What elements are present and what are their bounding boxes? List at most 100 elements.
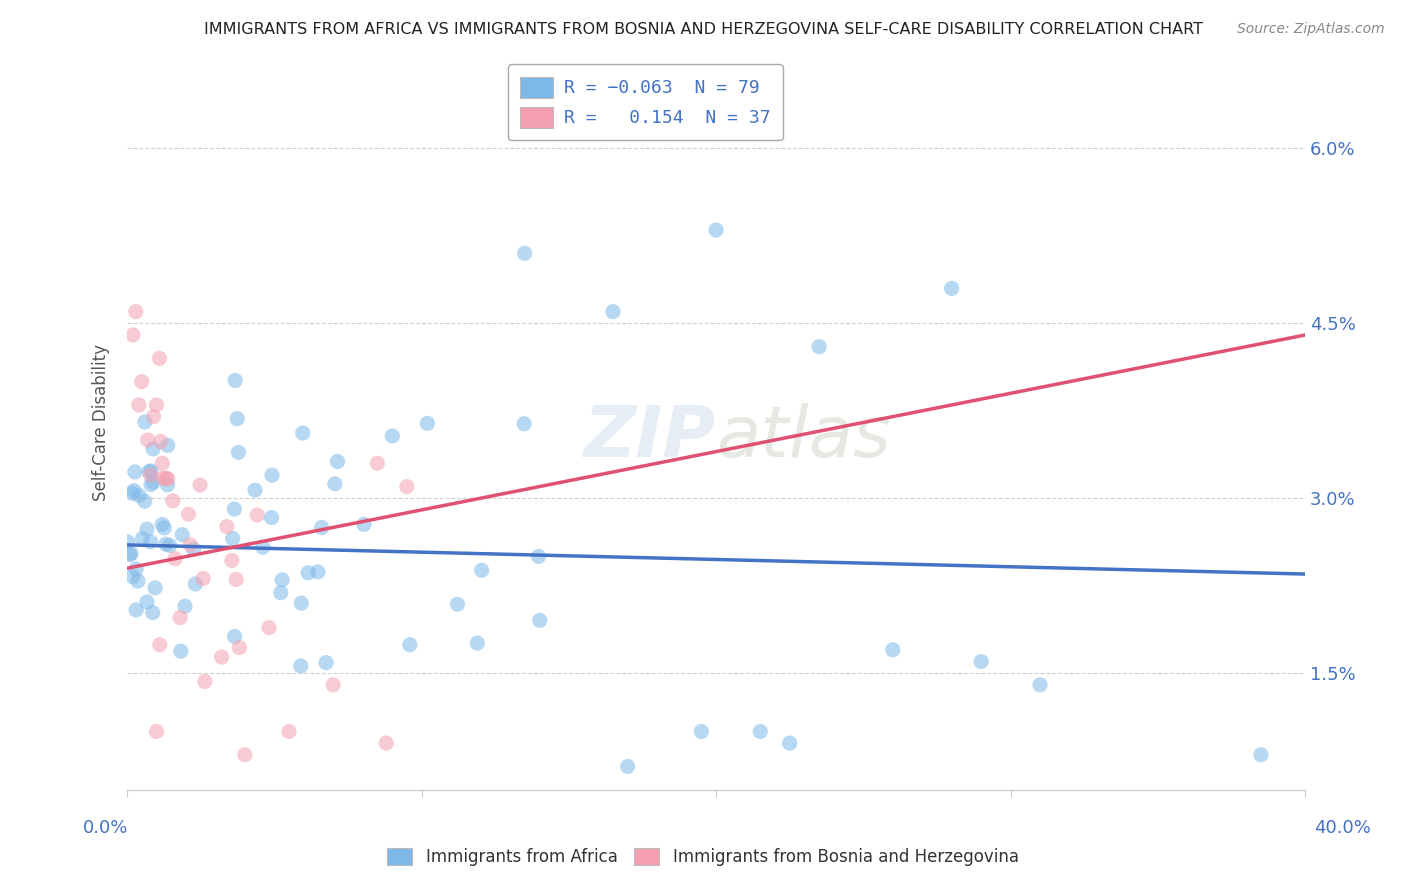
Point: [188, 478, 211, 492]
Point: [134, 494, 156, 508]
Point: [145, 398, 167, 412]
Point: [169, 610, 191, 624]
Point: [224, 630, 246, 644]
Point: [704, 223, 727, 237]
Point: [139, 534, 162, 549]
Point: [228, 445, 250, 459]
Point: [527, 549, 550, 564]
Point: [142, 442, 165, 456]
Point: [156, 478, 179, 492]
Point: [225, 573, 247, 587]
Text: 0.0%: 0.0%: [83, 819, 128, 837]
Point: [290, 596, 312, 610]
Point: [315, 656, 337, 670]
Point: [211, 650, 233, 665]
Point: [322, 678, 344, 692]
Point: [323, 476, 346, 491]
Point: [221, 553, 243, 567]
Point: [120, 547, 142, 561]
Point: [465, 636, 488, 650]
Point: [125, 304, 148, 318]
Point: [257, 621, 280, 635]
Point: [882, 643, 904, 657]
Point: [471, 563, 494, 577]
Point: [226, 411, 249, 425]
Point: [149, 638, 172, 652]
Point: [228, 640, 250, 655]
Point: [224, 502, 246, 516]
Point: [149, 434, 172, 449]
Point: [142, 409, 165, 424]
Point: [808, 340, 831, 354]
Point: [297, 566, 319, 580]
Point: [155, 471, 177, 485]
Point: [138, 465, 160, 479]
Point: [416, 417, 439, 431]
Point: [290, 659, 312, 673]
Point: [136, 433, 159, 447]
Text: IMMIGRANTS FROM AFRICA VS IMMIGRANTS FROM BOSNIA AND HERZEGOVINA SELF-CARE DISAB: IMMIGRANTS FROM AFRICA VS IMMIGRANTS FRO…: [204, 22, 1202, 37]
Text: 40.0%: 40.0%: [1315, 819, 1371, 837]
Point: [128, 489, 150, 503]
Point: [260, 468, 283, 483]
Text: ZIP: ZIP: [583, 402, 716, 472]
Point: [156, 472, 179, 486]
Text: atlas: atlas: [716, 402, 890, 472]
Point: [271, 573, 294, 587]
Point: [749, 724, 772, 739]
Point: [165, 551, 187, 566]
Point: [179, 538, 201, 552]
Point: [381, 429, 404, 443]
Point: [690, 724, 713, 739]
Point: [395, 480, 418, 494]
Point: [153, 521, 176, 535]
Point: [183, 542, 205, 557]
Point: [194, 674, 217, 689]
Point: [246, 508, 269, 523]
Point: [155, 537, 177, 551]
Point: [117, 535, 139, 549]
Point: [224, 373, 246, 387]
Point: [252, 540, 274, 554]
Point: [121, 486, 143, 500]
Point: [162, 493, 184, 508]
Point: [121, 570, 143, 584]
Point: [353, 517, 375, 532]
Point: [513, 246, 536, 260]
Point: [156, 438, 179, 452]
Point: [159, 538, 181, 552]
Point: [122, 328, 145, 343]
Point: [122, 483, 145, 498]
Point: [375, 736, 398, 750]
Point: [148, 351, 170, 366]
Point: [1250, 747, 1272, 762]
Point: [311, 520, 333, 534]
Point: [307, 565, 329, 579]
Point: [513, 417, 536, 431]
Point: [150, 517, 173, 532]
Point: [139, 464, 162, 478]
Point: [131, 375, 153, 389]
Point: [127, 574, 149, 588]
Point: [136, 522, 159, 536]
Point: [142, 606, 165, 620]
Point: [139, 477, 162, 491]
Point: [124, 465, 146, 479]
Point: [174, 599, 197, 614]
Point: [1029, 678, 1052, 692]
Point: [136, 595, 159, 609]
Legend: Immigrants from Africa, Immigrants from Bosnia and Herzegovina: Immigrants from Africa, Immigrants from …: [380, 840, 1026, 875]
Point: [529, 613, 551, 627]
Point: [941, 281, 963, 295]
Point: [215, 519, 238, 533]
Point: [602, 304, 624, 318]
Point: [366, 456, 388, 470]
Point: [128, 398, 150, 412]
Point: [326, 454, 349, 468]
Point: [260, 510, 283, 524]
Point: [243, 483, 266, 497]
Point: [291, 425, 314, 440]
Point: [970, 655, 993, 669]
Point: [150, 456, 173, 470]
Legend: R = −0.063  N = 79, R =   0.154  N = 37: R = −0.063 N = 79, R = 0.154 N = 37: [508, 64, 783, 140]
